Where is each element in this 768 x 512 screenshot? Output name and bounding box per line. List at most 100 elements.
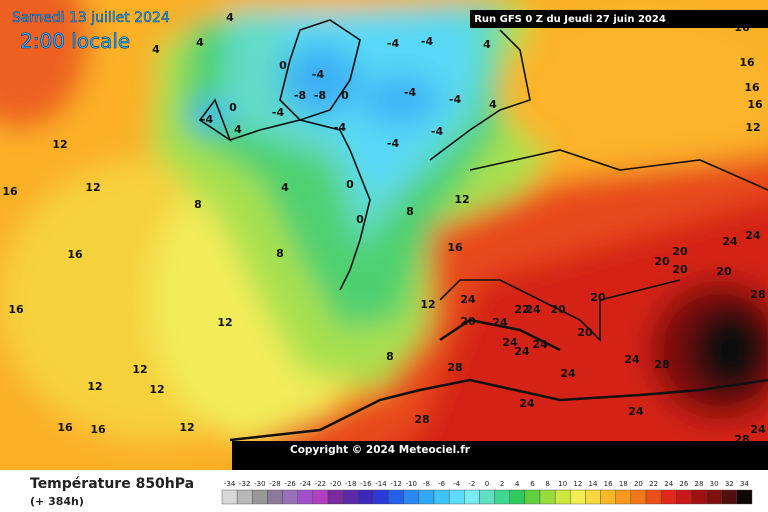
contour-label: 20 [672, 263, 688, 276]
colorbar-tick-label: 22 [649, 480, 658, 488]
footer-lead: (+ 384h) [30, 495, 84, 508]
contour-label: 20 [716, 265, 732, 278]
contour-label: 12 [87, 380, 102, 393]
colorbar-cell [448, 489, 465, 505]
contour-label: 20 [672, 245, 688, 258]
contour-label: 12 [454, 193, 469, 206]
contour-label: 20 [550, 303, 566, 316]
colorbar-cell [358, 489, 374, 505]
colorbar-tick-label: -10 [406, 480, 417, 488]
colorbar-cell [554, 489, 571, 505]
colorbar-cell [479, 489, 495, 505]
colorbar-tick-label: -18 [345, 480, 356, 488]
colorbar-tick-label: -20 [330, 480, 341, 488]
contour-label: -4 [312, 68, 325, 81]
colorbar-cell [509, 489, 526, 505]
colorbar-tick-label: 8 [545, 480, 549, 488]
contour-label: 28 [654, 358, 669, 371]
colorbar-tick-label: 20 [634, 480, 643, 488]
colorbar-tick-label: -14 [375, 480, 387, 488]
colorbar-cell [282, 489, 298, 505]
contour-label: 24 [750, 423, 766, 436]
contour-label: 16 [447, 241, 463, 254]
contour-label: -4 [404, 86, 417, 99]
contour-label: 8 [386, 350, 394, 363]
contour-label: 24 [722, 235, 738, 248]
colorbar-cell [433, 489, 450, 505]
contour-label: 4 [196, 36, 204, 49]
contour-label: 28 [414, 413, 429, 426]
contour-label: 24 [745, 229, 761, 242]
contour-label: -4 [334, 121, 347, 134]
isotherm [439, 318, 561, 352]
contour-label: 20 [654, 255, 670, 268]
colorbar-cell [660, 489, 677, 505]
contour-label: 8 [276, 247, 284, 260]
colorbar-tick-label: -28 [269, 480, 280, 488]
colorbar-cell [267, 489, 283, 505]
colorbar-tick-label: -4 [453, 480, 461, 488]
contour-label: 4 [483, 38, 491, 51]
colorbar-cell [585, 489, 601, 505]
contour-label: 8 [406, 205, 414, 218]
contour-label: 0 [346, 178, 354, 191]
colorbar-cell [570, 489, 586, 505]
colorbar-cell [252, 489, 268, 505]
contour-label: -4 [387, 137, 400, 150]
colorbar-tick-label: 6 [530, 480, 535, 488]
colorbar-cell [630, 489, 647, 505]
contour-label: 24 [624, 353, 640, 366]
colorbar-cell [706, 489, 722, 505]
colorbar-tick-label: -8 [423, 480, 430, 488]
colorbar-tick-label: 16 [604, 480, 613, 488]
contour-label: 4 [152, 43, 160, 56]
colorbar-tick-label: -22 [315, 480, 326, 488]
contour-label: 28 [750, 288, 765, 301]
contour-label: 20 [590, 291, 606, 304]
colorbar-cell [524, 489, 541, 505]
contour-label: 12 [132, 363, 147, 376]
colorbar-cell [721, 489, 738, 505]
coastlines [198, 19, 768, 342]
contour-label: 16 [739, 56, 755, 69]
colorbar-tick-label: -26 [284, 480, 296, 488]
isotherm [229, 378, 768, 442]
colorbar-tick-label: 0 [485, 480, 489, 488]
colorbar-tick-label: -6 [438, 480, 446, 488]
run-label: Run GFS 0 Z du Jeudi 27 juin 2024 [474, 14, 666, 25]
contour-label: 24 [532, 338, 548, 351]
contour-label: 16 [67, 248, 83, 261]
contour-label: 16 [2, 185, 18, 198]
contour-label: 28 [447, 361, 462, 374]
contour-label: 12 [420, 298, 435, 311]
contour-label: 24 [628, 405, 644, 418]
colorbar-tick-label: -30 [254, 480, 265, 488]
contour-label: -8 [314, 89, 326, 102]
contour-label: 4 [226, 11, 234, 24]
contour-label: 12 [149, 383, 164, 396]
contour-label: 12 [217, 316, 232, 329]
contour-label: 16 [747, 98, 763, 111]
colorbar-cell [236, 489, 253, 505]
contour-label: 20 [460, 315, 476, 328]
colorbar-cell [312, 489, 329, 505]
colorbar-tick-label: -2 [468, 480, 475, 488]
colorbar-cell [645, 489, 662, 505]
copyright-box [232, 441, 768, 470]
contour-label: 16 [744, 81, 760, 94]
contour-label: 22 [514, 303, 529, 316]
contour-label: 12 [85, 181, 100, 194]
colorbar-cell [691, 489, 707, 505]
contour-label: 4 [489, 98, 497, 111]
colorbar-cell [221, 489, 238, 505]
contour-label: 24 [514, 345, 530, 358]
contour-label: 12 [179, 421, 194, 434]
contour-label: 12 [52, 138, 67, 151]
colorbar-cell [297, 489, 314, 505]
colorbar-cell [327, 489, 344, 505]
colorbar-cell [373, 489, 389, 505]
contour-label: -4 [272, 106, 285, 119]
colorbar-cell [539, 489, 556, 505]
